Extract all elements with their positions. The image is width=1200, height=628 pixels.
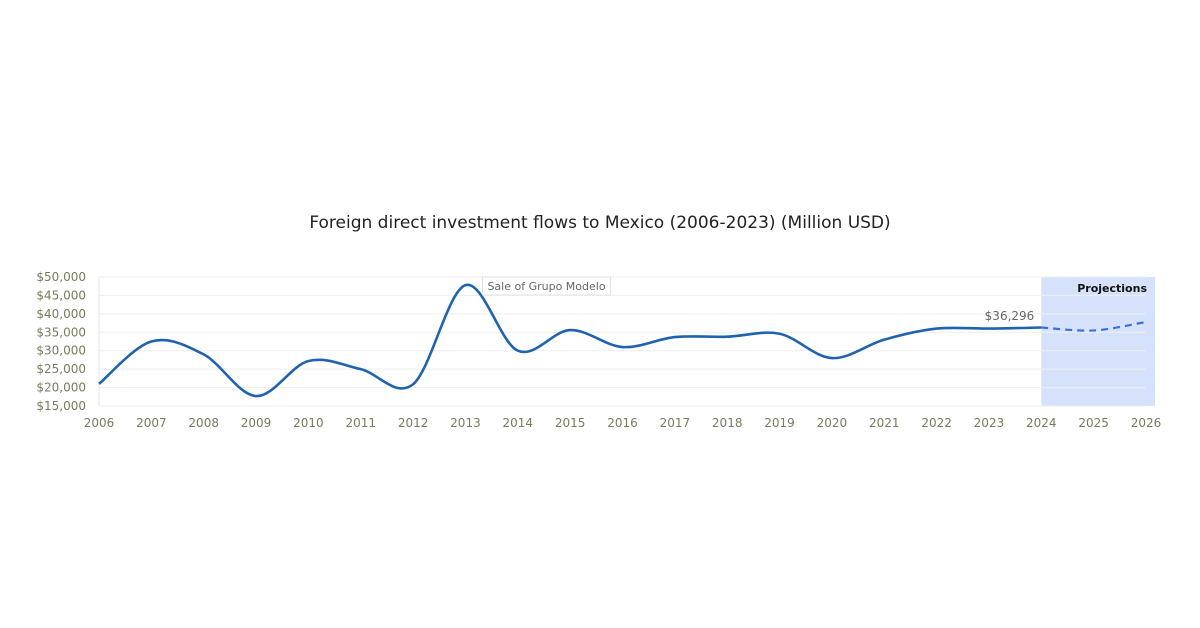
x-tick-label: 2022 (921, 416, 952, 430)
data-label-2024: $36,296 (985, 309, 1035, 323)
x-tick-label: 2021 (869, 416, 900, 430)
y-tick-label: $45,000 (36, 288, 86, 302)
x-tick-label: 2012 (398, 416, 429, 430)
annotation-box (481, 276, 611, 296)
y-tick-label: $15,000 (36, 399, 86, 413)
x-tick-label: 2016 (607, 416, 638, 430)
x-tick-label: 2015 (555, 416, 586, 430)
x-tick-label: 2020 (817, 416, 848, 430)
y-tick-label: $50,000 (36, 270, 86, 284)
annotation-grupo-modelo: Sale of Grupo Modelo (487, 280, 605, 293)
x-tick-label: 2014 (503, 416, 534, 430)
y-tick-label: $40,000 (36, 307, 86, 321)
fdi-line (98, 283, 1042, 398)
projections-label: Projections (1077, 282, 1147, 295)
y-tick-label: $20,000 (36, 381, 86, 395)
projection-line (1041, 320, 1147, 332)
y-tick-label: $30,000 (36, 344, 86, 358)
projection-region (1041, 277, 1155, 406)
x-tick-label: 2018 (712, 416, 743, 430)
chart-title: Foreign direct investment flows to Mexic… (309, 213, 891, 233)
x-tick-label: 2009 (241, 416, 272, 430)
x-tick-label: 2008 (188, 416, 219, 430)
x-tick-label: 2024 (1026, 416, 1057, 430)
x-tick-label: 2017 (660, 416, 691, 430)
x-tick-label: 2006 (84, 416, 115, 430)
x-tick-label: 2023 (974, 416, 1005, 430)
x-tick-label: 2019 (764, 416, 795, 430)
y-tick-label: $25,000 (36, 362, 86, 376)
y-tick-label: $35,000 (36, 325, 86, 339)
x-tick-label: 2026 (1131, 416, 1162, 430)
x-tick-label: 2010 (293, 416, 324, 430)
x-tick-label: 2011 (345, 416, 376, 430)
x-tick-label: 2025 (1078, 416, 1109, 430)
x-tick-label: 2007 (136, 416, 167, 430)
x-tick-label: 2013 (450, 416, 481, 430)
